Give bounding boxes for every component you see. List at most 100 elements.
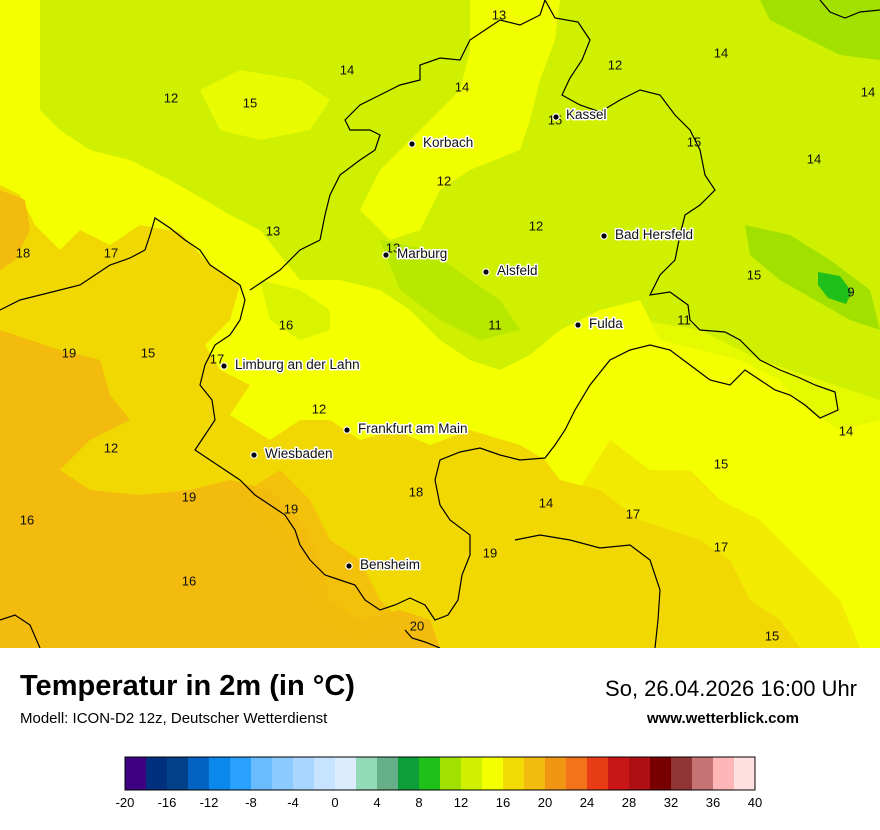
temp-label: 14 (340, 62, 354, 77)
city-label: Alsfeld (497, 263, 538, 278)
city-label: Fulda (589, 316, 623, 331)
temp-label: 15 (141, 345, 155, 360)
legend-swatch (377, 757, 399, 790)
map-title: Temperatur in 2m (in °C) (20, 670, 355, 702)
temperature-labels: 13 14 12 14 15 14 12 15 14 12 15 13 14 1… (16, 7, 875, 643)
temp-label: 14 (861, 84, 875, 99)
state-border-hesse (0, 0, 839, 621)
mild-corridor-2 (200, 70, 330, 140)
legend-tick-label: 28 (622, 795, 636, 810)
legend-tick-label: -4 (287, 795, 299, 810)
city-marker (574, 321, 582, 329)
temp-label: 20 (410, 618, 424, 633)
temp-label: 13 (492, 7, 506, 22)
legend-swatch (608, 757, 630, 790)
temp-label: 14 (539, 495, 553, 510)
legend-swatch (188, 757, 210, 790)
legend-swatch (146, 757, 168, 790)
city-markers: Kassel Korbach Bad Hersfeld Marburg Alsf… (220, 106, 695, 574)
temp-label: 12 (608, 57, 622, 72)
legend-swatch (419, 757, 441, 790)
legend-tick-label: -20 (116, 795, 135, 810)
legend-tick-label: 24 (580, 795, 594, 810)
legend-swatch (482, 757, 504, 790)
legend-swatch (314, 757, 336, 790)
legend-swatch (503, 757, 525, 790)
state-border-southeast (404, 629, 441, 648)
temp-label: 17 (714, 539, 728, 554)
cold-zone-center (380, 240, 520, 340)
temp-label: 19 (182, 489, 196, 504)
temp-label: 12 (529, 218, 543, 233)
legend-swatch (209, 757, 231, 790)
temp-label: 12 (437, 173, 451, 188)
temp-label: 18 (409, 484, 423, 499)
temp-label: 15 (714, 456, 728, 471)
hot-zone-southwest-2 (0, 190, 30, 270)
legend-swatch (650, 757, 672, 790)
cold-zone-northeast (760, 0, 880, 60)
color-legend: -20 -16 -12 -8 -4 0 4 8 12 16 20 24 28 32 36 40 (0, 752, 880, 822)
website-link[interactable]: www.wetterblick.com (647, 710, 799, 727)
legend-tick-label: -8 (245, 795, 257, 810)
legend-tick-label: 36 (706, 795, 720, 810)
hot-zone-southwest (0, 330, 440, 648)
city-label: Bensheim (360, 557, 420, 572)
legend-swatch (587, 757, 609, 790)
legend-tick-label: 16 (496, 795, 510, 810)
temp-label: 15 (687, 134, 701, 149)
legend-swatch (167, 757, 189, 790)
legend-swatch (524, 757, 546, 790)
hot-zone-rhine (240, 470, 400, 640)
city-marker (552, 113, 560, 121)
legend-tick-label: 40 (748, 795, 762, 810)
legend-swatch (398, 757, 420, 790)
temp-label: 14 (839, 423, 853, 438)
temp-label: 16 (182, 573, 196, 588)
coldest-spot (818, 272, 852, 304)
temp-label: 17 (626, 506, 640, 521)
legend-swatch (629, 757, 651, 790)
state-border-northwest (249, 239, 321, 291)
temp-label: 14 (807, 151, 821, 166)
legend-tick-label: 20 (538, 795, 552, 810)
city-label: Bad Hersfeld (615, 227, 693, 242)
legend-swatch (356, 757, 378, 790)
legend-swatch (251, 757, 273, 790)
city-label: Frankfurt am Main (358, 421, 468, 436)
state-border-north (319, 0, 546, 241)
mild-corridor (360, 0, 560, 240)
city-marker (408, 140, 416, 148)
temperature-map-canvas: 13 14 12 14 15 14 12 15 14 12 15 13 14 1… (0, 0, 880, 648)
legend-tick-label: 32 (664, 795, 678, 810)
city-label: Korbach (423, 135, 473, 150)
legend-swatch (125, 757, 147, 790)
temp-label: 13 (266, 223, 280, 238)
city-label: Marburg (397, 246, 447, 261)
temp-label: 19 (483, 545, 497, 560)
legend-swatch (293, 757, 315, 790)
legend-tick-label: 0 (331, 795, 338, 810)
temperature-map: 13 14 12 14 15 14 12 15 14 12 15 13 14 1… (0, 0, 880, 648)
state-border-southwest (0, 614, 41, 648)
legend-border (124, 756, 756, 791)
legend-tick-label: 12 (454, 795, 468, 810)
legend-swatch (272, 757, 294, 790)
temp-label: 15 (747, 267, 761, 282)
forecast-datetime: So, 26.04.2026 16:00 Uhr (605, 676, 857, 701)
legend-swatch (440, 757, 462, 790)
city-marker (220, 362, 228, 370)
city-label: Limburg an der Lahn (235, 357, 360, 372)
legend-swatch (713, 757, 735, 790)
legend-tick-label: -12 (200, 795, 219, 810)
temp-label: 19 (62, 345, 76, 360)
temp-label: 13 (386, 240, 400, 255)
warm-zone-east (560, 440, 860, 648)
temp-label: 15 (243, 95, 257, 110)
city-marker (382, 251, 390, 259)
temp-label: 17 (210, 351, 224, 366)
city-marker (345, 562, 353, 570)
model-info: Modell: ICON-D2 12z, Deutscher Wetterdie… (20, 710, 328, 727)
temp-label: 11 (677, 312, 691, 327)
temp-label: 11 (488, 317, 502, 332)
